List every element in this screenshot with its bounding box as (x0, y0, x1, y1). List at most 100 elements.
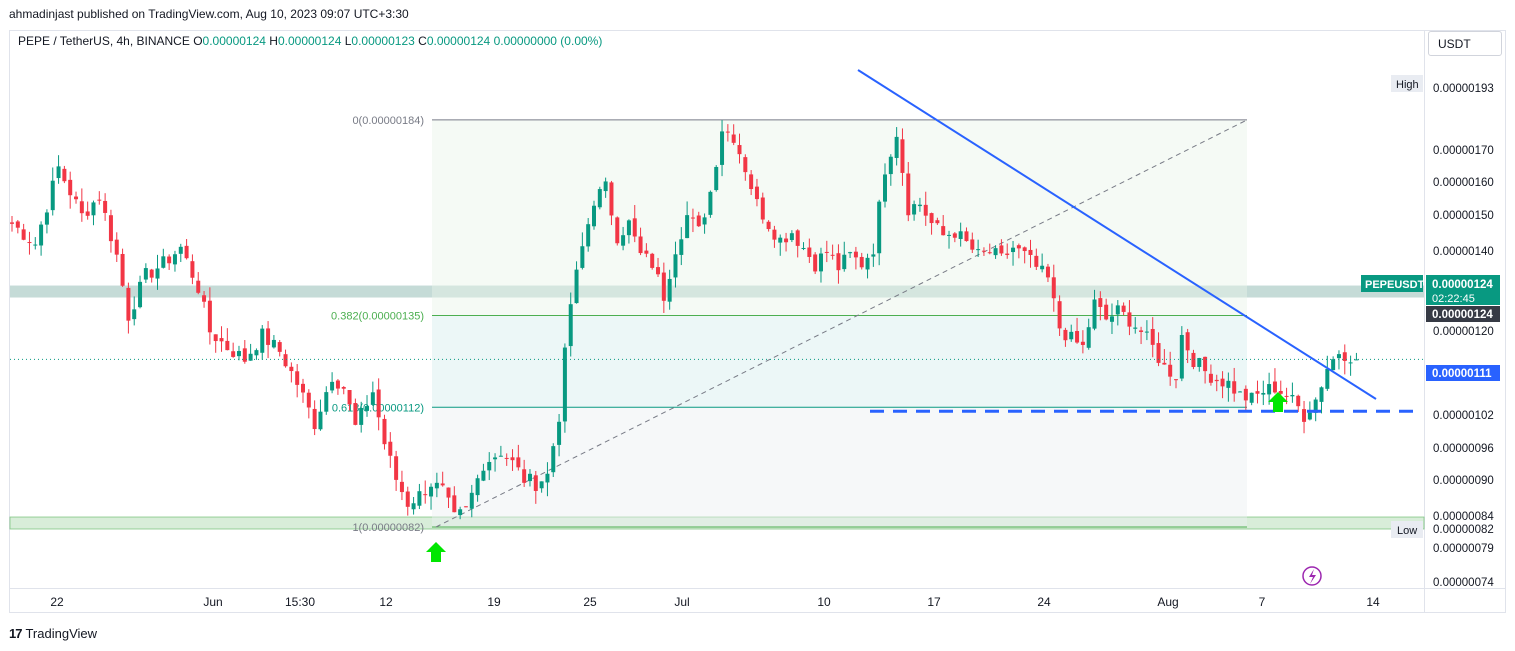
fib-zone-0382-0618 (432, 315, 1247, 408)
candle-body (987, 252, 992, 254)
candle-body (306, 392, 311, 408)
support-zone (9, 516, 1425, 530)
candle-body (85, 211, 90, 216)
price-tick-label: 0.00000096 (1433, 443, 1494, 455)
candles-group (10, 120, 1359, 520)
time-tick-label: Jun (203, 595, 222, 609)
candle-body (138, 281, 143, 308)
lightning-icon[interactable] (1302, 566, 1322, 586)
candle-body (737, 145, 742, 155)
candle-body (527, 473, 532, 482)
candle-body (1302, 409, 1307, 422)
candle-body (871, 254, 876, 257)
resistance-zone (10, 285, 1424, 298)
currency-button[interactable]: USDT (1428, 31, 1502, 56)
candle-body (743, 157, 748, 173)
candle-body (935, 220, 940, 224)
candle-body (626, 220, 631, 236)
candle-body (1278, 390, 1283, 394)
time-tick-label: Jul (674, 595, 689, 609)
candle-body (1115, 305, 1120, 315)
change-value: 0.00000000 (0.00%) (493, 34, 603, 48)
candle-body (196, 280, 201, 293)
candle-body (912, 204, 917, 215)
fib-zone-0-0382 (432, 119, 1247, 316)
candle-body (97, 199, 102, 201)
candle-body (365, 406, 370, 411)
candle-body (1249, 392, 1254, 403)
candle-body (1057, 301, 1062, 329)
candle-body (143, 268, 148, 280)
candle-body (1243, 388, 1248, 401)
candle-body (1133, 327, 1138, 329)
candle-body (574, 269, 579, 304)
candle-body (551, 446, 556, 473)
candle-body (1208, 373, 1213, 383)
candle-body (178, 246, 183, 254)
candle-body (923, 204, 928, 216)
footer-brand: TradingView (25, 626, 98, 641)
fib-level-label: 0.382(0.00000135) (331, 310, 424, 322)
candle-body (458, 509, 463, 516)
tradingview-footer[interactable]: 17 TradingView (9, 626, 97, 641)
candle-body (580, 246, 585, 268)
candle-body (609, 182, 614, 216)
candle-body (1191, 352, 1196, 368)
time-tick-label: 25 (583, 595, 597, 609)
candle-body (271, 339, 276, 348)
candle-body (696, 215, 701, 227)
price-tick-label: 0.00000084 (1433, 511, 1494, 523)
candle-body (1069, 331, 1074, 340)
candle-body (784, 238, 789, 243)
candle-body (1028, 249, 1033, 255)
candle-body (941, 226, 946, 236)
candle-body (1226, 380, 1231, 388)
current-price-value: 0.00000124 (1432, 279, 1493, 291)
candle-body (656, 267, 661, 275)
candle-body (789, 233, 794, 241)
candle-body (1325, 368, 1330, 389)
fib-trend-line (435, 119, 1248, 528)
last-price-tag (1426, 306, 1500, 322)
candle-body (917, 204, 922, 207)
candle-body (766, 221, 771, 230)
symbol-name[interactable]: PEPE / TetherUS, 4h, BINANCE (18, 34, 190, 48)
candle-body (1238, 391, 1243, 393)
candle-body (1139, 330, 1144, 332)
candle-body (795, 230, 800, 246)
candle-body (120, 253, 125, 286)
candle-body (324, 392, 329, 412)
candle-body (1045, 266, 1050, 278)
candle-body (394, 456, 399, 480)
candle-body (498, 455, 503, 457)
candle-body (673, 254, 678, 278)
candle-body (149, 269, 154, 278)
candle-body (690, 217, 695, 219)
candle-body (411, 503, 416, 510)
candle-body (853, 251, 858, 258)
symbol-price-tag (1361, 275, 1423, 292)
candle-body (1354, 359, 1359, 361)
candle-body (1255, 391, 1260, 394)
time-tick-label: 14 (1366, 595, 1380, 609)
candle-body (702, 217, 707, 225)
time-tick-label: 10 (817, 595, 831, 609)
descending-trendline (857, 69, 1377, 400)
current-price-tag (1426, 275, 1500, 305)
price-tick-label: 0.00000140 (1433, 246, 1494, 258)
candle-body (888, 156, 893, 175)
candle-body (661, 272, 666, 301)
candle-body (434, 482, 439, 489)
price-tick-label: 0.00000150 (1433, 210, 1494, 222)
candle-body (295, 371, 300, 385)
candle-body (929, 213, 934, 224)
candle-body (1203, 356, 1208, 372)
price-tick-label: 0.00000102 (1433, 410, 1494, 422)
candle-body (231, 351, 236, 357)
candle-body (877, 201, 882, 254)
candle-body (1267, 384, 1272, 395)
price-tick-label: 0.00000074 (1433, 577, 1494, 589)
last-price-value: 0.00000124 (1432, 309, 1493, 321)
candle-body (679, 239, 684, 255)
